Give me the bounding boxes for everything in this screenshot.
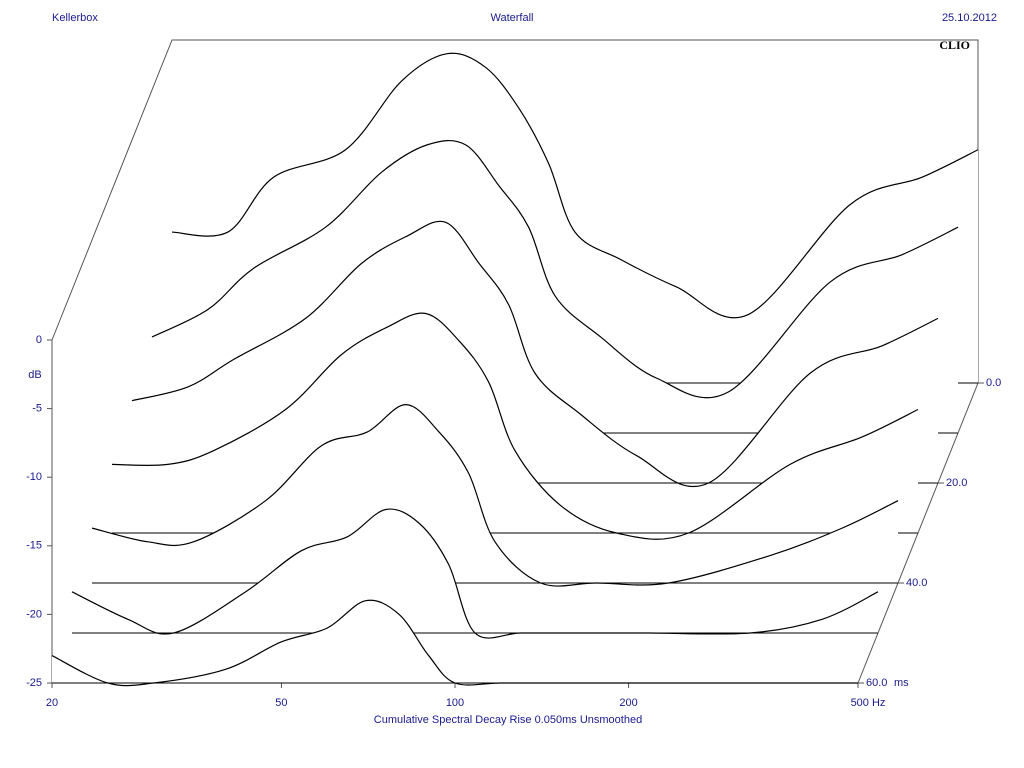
y-tick-label: -5 [32,403,42,415]
slice-curve [51,599,858,687]
x-tick-label: 500 Hz [851,697,886,709]
y-tick-label: 0 [36,334,42,346]
slice-fill [92,404,898,587]
slice-curve [151,139,959,399]
y-tick-label: -25 [26,677,42,689]
slice-curve [131,220,939,488]
y-tick-label: -10 [26,471,42,483]
z-tick-label: 20.0 [946,477,967,489]
header-left: Kellerbox [52,12,98,24]
brand: CLIO [939,38,970,52]
x-tick-label: 200 [619,697,637,709]
header-title: Waterfall [491,12,534,24]
slice-curve [111,312,919,540]
slice-curve [71,508,879,639]
slice-fill [72,509,878,639]
z-tick-label: 0.0 [986,377,1001,389]
x-axis-label: Cumulative Spectral Decay Rise 0.050ms U… [374,714,642,726]
slice-curve [91,404,899,587]
y-axis-label: dB [28,369,41,381]
z-unit: ms [894,677,909,689]
z-tick-label: 40.0 [906,577,927,589]
y-tick-label: -15 [26,540,42,552]
slice-fill [52,600,858,686]
slice-curve [171,52,979,319]
x-tick-label: 100 [446,697,464,709]
x-tick-label: 20 [46,697,58,709]
x-tick-label: 50 [275,697,287,709]
y-tick-label: -20 [26,608,42,620]
z-tick-label: 60.0 [866,677,887,689]
header-date: 25.10.2012 [942,12,997,24]
